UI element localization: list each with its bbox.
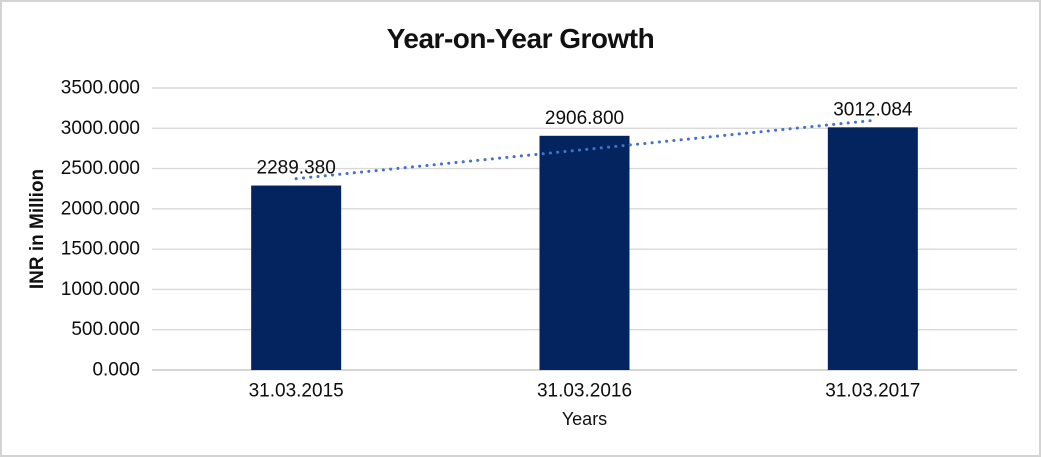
y-tick-label: 2000.000 xyxy=(61,198,140,219)
data-label: 2289.380 xyxy=(257,158,336,179)
bar xyxy=(827,127,918,370)
trendline xyxy=(294,118,875,181)
x-tick-label: 31.03.2017 xyxy=(825,381,920,402)
y-tick-label: 500.000 xyxy=(71,319,140,340)
y-tick-label: 1000.000 xyxy=(61,279,140,300)
x-tick-label: 31.03.2016 xyxy=(537,381,632,402)
bar xyxy=(251,185,342,370)
y-tick-label: 2500.000 xyxy=(61,158,140,179)
x-tick-label: 31.03.2015 xyxy=(249,381,344,402)
data-label: 3012.084 xyxy=(833,99,913,120)
chart-title: Year-on-Year Growth xyxy=(386,23,655,54)
bar xyxy=(539,135,630,370)
x-axis-title: Years xyxy=(561,409,608,429)
y-tick-label: 1500.000 xyxy=(61,239,140,260)
y-tick-label: 3500.000 xyxy=(61,78,140,99)
y-tick-label: 3000.000 xyxy=(61,118,140,139)
data-label: 2906.800 xyxy=(545,108,624,129)
y-tick-label: 0.000 xyxy=(92,360,140,381)
